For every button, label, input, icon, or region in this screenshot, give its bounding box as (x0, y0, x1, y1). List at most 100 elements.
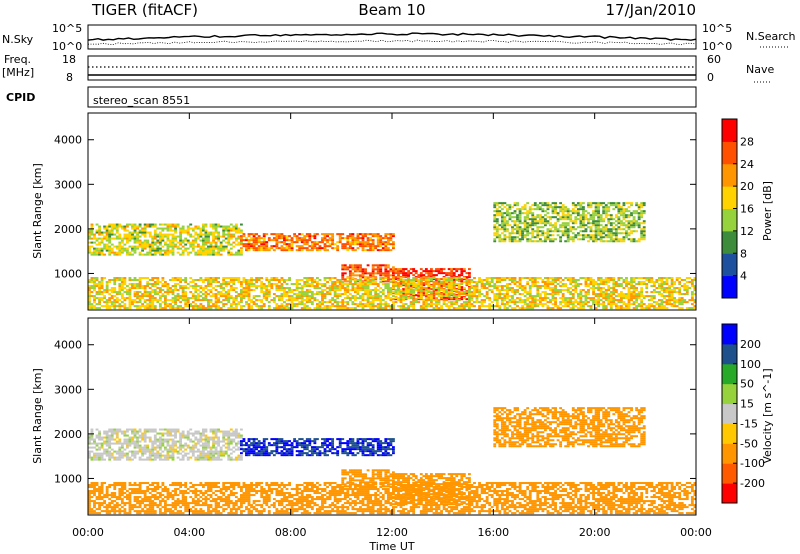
power-cell (533, 236, 537, 239)
power-cell (234, 279, 238, 282)
power-cell (100, 241, 104, 244)
power-cell (460, 303, 464, 306)
power-cell (546, 212, 550, 215)
power-cell (262, 303, 266, 306)
power-cell (359, 279, 362, 282)
power-cell (285, 235, 289, 238)
power-cell (234, 231, 238, 234)
power-cell (209, 251, 213, 254)
power-cell (209, 295, 213, 298)
power-cell (518, 208, 522, 211)
power-cell (645, 283, 649, 286)
power-cell (343, 301, 347, 304)
power-cell (88, 297, 91, 300)
power-cell (576, 234, 580, 237)
power-cell (468, 268, 471, 271)
power-cell (640, 232, 644, 235)
power-cell (569, 291, 573, 294)
power-cell (374, 278, 378, 281)
power-cell (579, 224, 583, 227)
power-cell (381, 272, 385, 275)
power-cell (356, 291, 360, 294)
power-cell (318, 301, 322, 304)
power-cell (146, 223, 150, 226)
power-cell (630, 224, 633, 227)
power-cell (300, 301, 304, 304)
power-cell (564, 285, 568, 288)
power-cell (331, 303, 335, 306)
power-cell (579, 291, 583, 294)
power-cell (120, 237, 124, 240)
power-cell (204, 295, 208, 298)
power-cell (305, 293, 309, 296)
power-cell (103, 243, 107, 246)
power-cell (516, 285, 519, 288)
power-cell (574, 216, 578, 219)
power-cell (604, 281, 608, 284)
power-cell (460, 274, 464, 277)
power-cell (614, 230, 618, 233)
power-cell (209, 247, 213, 250)
velocity-cell (108, 430, 112, 433)
power-cell (561, 206, 565, 209)
power-cell (498, 212, 502, 215)
power-cell (452, 268, 456, 271)
power-cell (131, 225, 134, 228)
power-cell (153, 225, 157, 228)
power-cell (511, 212, 514, 215)
power-cell (260, 307, 264, 310)
power-cell (693, 277, 697, 280)
power-cell (369, 281, 373, 284)
power-cell (597, 206, 601, 209)
power-cell (293, 305, 297, 308)
power-cell (189, 235, 193, 238)
power-cell (207, 279, 210, 282)
power-cell (533, 297, 537, 300)
power-cell (473, 277, 476, 280)
power-cell (407, 270, 411, 273)
power-cell (589, 287, 593, 290)
power-cell (120, 279, 124, 282)
cpid-panel-frame (87, 86, 697, 108)
power-cell (267, 279, 271, 282)
power-cell (161, 249, 165, 252)
power-cell (576, 226, 580, 229)
power-cell (685, 285, 689, 288)
power-cell (589, 228, 593, 231)
power-cell (635, 289, 639, 292)
power-cell (389, 235, 393, 238)
power-cell (495, 222, 499, 225)
power-cell (300, 233, 304, 236)
power-cell (308, 245, 312, 248)
power-cell (196, 295, 200, 298)
power-cell (612, 218, 616, 221)
power-cell (204, 277, 208, 280)
power-cell (592, 224, 595, 227)
power-cell (392, 295, 395, 298)
power-cell (143, 227, 147, 230)
power-cell (642, 234, 646, 237)
power-cell (594, 287, 598, 290)
power-cell (417, 301, 421, 304)
power-cell (179, 239, 183, 242)
power-cell (526, 234, 530, 237)
power-cell (126, 239, 129, 242)
power-cell (166, 299, 170, 302)
power-cell (495, 236, 499, 239)
power-cell (293, 235, 297, 238)
power-cell (209, 289, 213, 292)
power-cell (503, 277, 507, 280)
power-cell (559, 230, 563, 233)
power-cell (250, 277, 253, 280)
power-cell (386, 291, 390, 294)
power-cell (450, 272, 454, 275)
power-cell (594, 230, 598, 233)
power-cell (604, 226, 608, 229)
power-cell (88, 279, 91, 282)
power-cell (245, 295, 248, 298)
power-cell (194, 287, 198, 290)
power-cell (229, 279, 233, 282)
power-cell (379, 239, 383, 242)
power-cell (247, 289, 251, 292)
power-cell (561, 293, 565, 296)
